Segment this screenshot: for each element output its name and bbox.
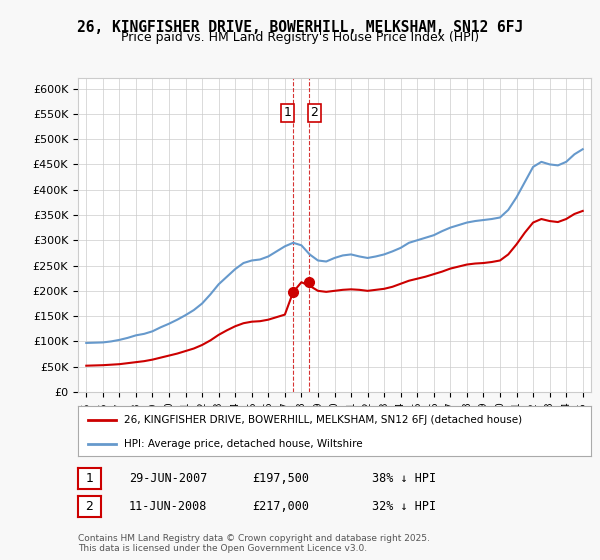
Text: 38% ↓ HPI: 38% ↓ HPI	[372, 472, 436, 486]
Text: 26, KINGFISHER DRIVE, BOWERHILL, MELKSHAM, SN12 6FJ (detached house): 26, KINGFISHER DRIVE, BOWERHILL, MELKSHA…	[124, 415, 522, 425]
Text: Price paid vs. HM Land Registry's House Price Index (HPI): Price paid vs. HM Land Registry's House …	[121, 31, 479, 44]
Text: £217,000: £217,000	[252, 500, 309, 514]
Text: 32% ↓ HPI: 32% ↓ HPI	[372, 500, 436, 514]
Text: HPI: Average price, detached house, Wiltshire: HPI: Average price, detached house, Wilt…	[124, 439, 363, 449]
Text: Contains HM Land Registry data © Crown copyright and database right 2025.
This d: Contains HM Land Registry data © Crown c…	[78, 534, 430, 553]
Text: 2: 2	[311, 106, 319, 119]
Text: 1: 1	[283, 106, 291, 119]
Text: £197,500: £197,500	[252, 472, 309, 486]
Text: 11-JUN-2008: 11-JUN-2008	[129, 500, 208, 514]
Text: 29-JUN-2007: 29-JUN-2007	[129, 472, 208, 486]
Text: 2: 2	[85, 500, 94, 513]
Text: 26, KINGFISHER DRIVE, BOWERHILL, MELKSHAM, SN12 6FJ: 26, KINGFISHER DRIVE, BOWERHILL, MELKSHA…	[77, 20, 523, 35]
Text: 1: 1	[85, 472, 94, 485]
